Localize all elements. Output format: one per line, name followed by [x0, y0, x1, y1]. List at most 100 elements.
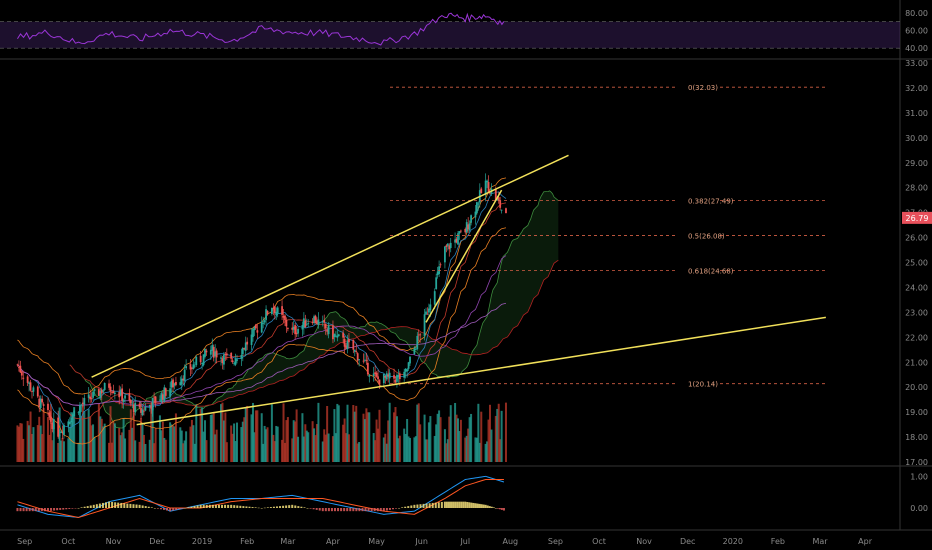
volume-bar [417, 403, 420, 462]
macd-histogram-bar [413, 504, 416, 508]
candle-body [270, 307, 273, 314]
candle-body [22, 377, 25, 379]
volume-bar [73, 406, 76, 462]
macd-histogram-bar [46, 508, 49, 512]
candle-body [150, 405, 153, 409]
price-tick-label: 25.00 [905, 259, 928, 268]
candle-body [356, 353, 359, 361]
candle-body [366, 362, 369, 375]
volume-bar [439, 417, 442, 462]
candle-body [148, 404, 151, 407]
macd-histogram-bar [40, 508, 43, 512]
candle-body [113, 392, 116, 395]
volume-bar [403, 428, 406, 462]
candle-body [433, 291, 436, 305]
volume-bar [121, 432, 124, 462]
time-tick-label: May [368, 537, 385, 546]
candle-body [154, 396, 157, 403]
candle-body [108, 383, 110, 388]
volume-bar [413, 437, 416, 462]
candle-body [404, 368, 407, 372]
candle-body [480, 188, 483, 194]
candle-body [406, 369, 409, 372]
price-tick-label: 30.00 [905, 134, 928, 143]
volume-bar [132, 412, 135, 462]
candle-body [140, 408, 142, 413]
macd-histogram-bar [181, 508, 184, 509]
volume-bar [99, 416, 102, 462]
time-tick-label: Feb [771, 537, 785, 546]
macd-histogram-bar [468, 502, 471, 508]
volume-bar [134, 440, 137, 462]
candle-body [119, 389, 122, 396]
volume-bar [243, 417, 246, 462]
candle-body [58, 434, 61, 436]
price-tick-label: 19.00 [905, 408, 928, 417]
volume-bar [301, 413, 304, 462]
volume-bar [374, 440, 377, 462]
candle-body [92, 391, 94, 398]
volume-bar [375, 419, 378, 462]
macd-histogram-bar [440, 501, 443, 508]
candle-body [244, 342, 247, 351]
candle-body [141, 409, 144, 416]
volume-bar [395, 416, 398, 462]
candle-body [311, 321, 314, 324]
volume-bar [173, 426, 176, 462]
volume-bar [356, 443, 359, 462]
candle-body [407, 362, 410, 369]
candle-body [71, 414, 74, 420]
time-tick-label: Apr [858, 537, 873, 546]
macd-histogram-bar [358, 508, 361, 512]
volume-bar [449, 405, 452, 462]
candle-body [63, 425, 65, 435]
macd-histogram-bar [496, 508, 499, 509]
macd-histogram-bar [221, 504, 224, 508]
candle-body [243, 348, 246, 350]
volume-bar [459, 419, 462, 462]
candle-body [103, 382, 106, 390]
volume-bar [144, 443, 147, 462]
macd-histogram-bar [31, 508, 34, 512]
volume-bar [29, 411, 32, 462]
macd-histogram-bar [144, 506, 147, 508]
macd-histogram-bar [123, 503, 126, 508]
volume-bar [435, 424, 438, 462]
volume-bar [22, 438, 25, 462]
macd-histogram-bar [233, 505, 236, 508]
macd-histogram-bar [263, 507, 266, 509]
candle-body [333, 334, 336, 338]
candle-body [446, 243, 449, 246]
time-tick-label: Nov [106, 537, 122, 546]
volume-bar [220, 404, 223, 462]
candle-body [273, 306, 276, 314]
axes: 33.0032.0031.0030.0029.0028.0027.0026.00… [17, 9, 932, 546]
macd-histogram-bar [480, 504, 483, 508]
time-tick-label: 2020 [723, 537, 743, 546]
cloud-span-a [69, 190, 559, 429]
candle-body [448, 245, 451, 250]
macd-histogram-bar [126, 503, 129, 508]
macd-histogram-bar [419, 504, 422, 508]
candle-body [285, 319, 288, 327]
candle-body [236, 359, 238, 361]
candle-body [199, 355, 202, 363]
macd-histogram-bar [434, 502, 437, 508]
candle-body [475, 202, 478, 214]
volume-bar [128, 429, 131, 462]
candle-body [342, 332, 345, 338]
candle-body [266, 311, 269, 315]
candle-body [460, 230, 462, 232]
candle-body [368, 375, 371, 377]
macd-histogram-bar [108, 501, 111, 508]
price-tick-label: 29.00 [905, 159, 928, 168]
macd-histogram-bar [86, 506, 89, 508]
macd-histogram-bar [376, 508, 379, 512]
macd-histogram-bar [98, 503, 101, 508]
candle-body [382, 373, 385, 384]
candle-body [353, 349, 356, 352]
macd-histogram-bar [361, 508, 364, 512]
time-tick-label: 2019 [192, 537, 212, 546]
candle-body [305, 324, 308, 326]
